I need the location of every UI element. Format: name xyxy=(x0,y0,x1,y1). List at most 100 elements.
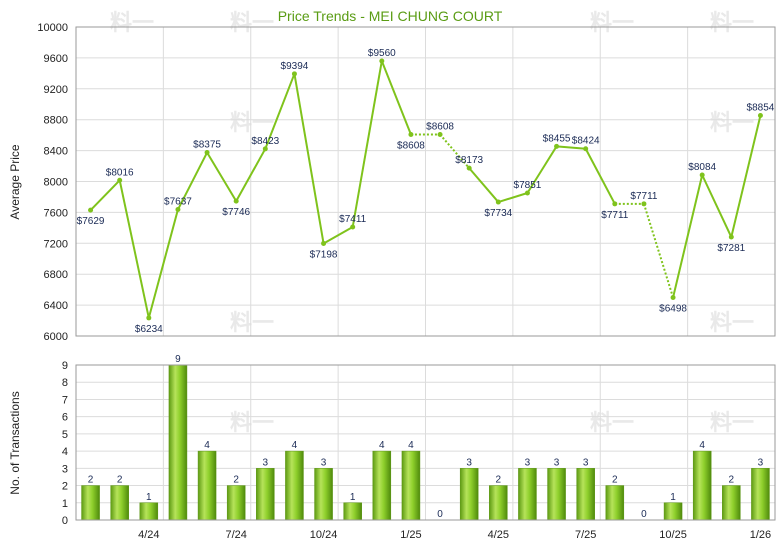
transaction-bar xyxy=(576,468,595,521)
bar-value-label: 2 xyxy=(117,475,123,486)
transaction-bar xyxy=(139,502,159,521)
transactions-tick-label: 5 xyxy=(62,429,68,441)
watermark: 料一 xyxy=(710,410,754,435)
bar-value-label: 0 xyxy=(641,509,647,520)
transaction-bar xyxy=(692,450,712,521)
price-value-label: $8424 xyxy=(572,136,600,147)
price-tick-label: 8400 xyxy=(44,146,68,158)
price-line-segment xyxy=(526,145,558,194)
bar-value-label: 4 xyxy=(292,440,298,451)
transactions-tick-label: 1 xyxy=(62,498,68,510)
transaction-bar xyxy=(226,485,246,521)
price-point xyxy=(175,207,181,213)
price-point xyxy=(699,172,705,178)
price-point xyxy=(554,143,560,149)
transactions-tick-label: 2 xyxy=(62,481,68,493)
transactions-grid: 0 1 2 3 4 5 6 7 8 9 4/24 7/24 10/24 1/25 4/25 7/25 10/25… xyxy=(62,360,776,541)
transaction-bar xyxy=(663,502,683,521)
transaction-bar xyxy=(314,468,333,521)
price-point xyxy=(437,132,443,138)
price-line-segment xyxy=(730,115,762,238)
x-tick-label: 1/26 xyxy=(750,529,771,541)
transactions-tick-label: 0 xyxy=(62,515,68,527)
price-tick-label: 6000 xyxy=(44,331,68,343)
price-line-segment xyxy=(323,226,354,245)
x-tick-label: 7/25 xyxy=(575,529,596,541)
watermark: 料一 xyxy=(230,10,274,35)
price-grid: 6000 6400 6800 7200 7600 8000 8400 8800 9200 9600… xyxy=(37,22,776,343)
price-line-segment xyxy=(556,145,586,150)
bar-value-label: 1 xyxy=(670,492,676,503)
transactions-tick-label: 9 xyxy=(62,360,68,372)
price-point xyxy=(495,199,501,205)
watermark: 料一 xyxy=(710,10,754,35)
bar-value-label: 2 xyxy=(88,475,94,486)
price-value-label: $8423 xyxy=(251,136,279,147)
transaction-bar xyxy=(489,485,508,521)
watermark: 料一 xyxy=(710,310,754,335)
price-tick-label: 9600 xyxy=(44,53,68,65)
price-value-label: $9560 xyxy=(368,48,396,59)
price-line-segment xyxy=(642,203,675,298)
price-line-segment xyxy=(584,148,616,205)
bar-value-label: 3 xyxy=(321,457,327,468)
price-value-label: $7711 xyxy=(630,191,658,202)
watermark: 料一 xyxy=(230,310,274,335)
price-value-label: $6234 xyxy=(135,324,163,335)
price-line-segment xyxy=(118,180,150,319)
price-value-label: $7711 xyxy=(601,210,629,221)
bar-value-label: 3 xyxy=(525,457,531,468)
price-tick-label: 8000 xyxy=(44,177,68,189)
price-value-label: $7746 xyxy=(222,207,250,218)
transactions-tick-label: 6 xyxy=(62,412,68,424)
watermark: 料一 xyxy=(710,110,754,135)
watermark: 料一 xyxy=(230,110,274,135)
bar-value-label: 2 xyxy=(612,475,618,486)
transaction-bar xyxy=(168,364,188,521)
transaction-bar xyxy=(751,468,770,521)
bar-value-label: 1 xyxy=(146,492,152,503)
transaction-bars xyxy=(81,364,770,521)
bar-value-label: 4 xyxy=(204,440,210,451)
transaction-bar xyxy=(459,468,479,521)
price-line-segment xyxy=(468,167,500,203)
transaction-bar xyxy=(256,468,275,521)
bar-value-label: 2 xyxy=(233,475,239,486)
price-value-label: $8608 xyxy=(426,122,454,133)
axes xyxy=(75,26,776,521)
bar-value-label: 1 xyxy=(350,492,356,503)
watermark: 料一 xyxy=(590,10,634,35)
price-line-segment xyxy=(498,192,528,204)
bar-value-label: 9 xyxy=(175,354,181,365)
price-line-segment xyxy=(264,73,296,150)
price-axis-title: Average Price xyxy=(8,144,22,219)
price-point xyxy=(233,198,239,204)
transaction-bar xyxy=(605,485,625,521)
x-tick-label: 7/24 xyxy=(225,529,246,541)
watermark: 料一 xyxy=(110,10,154,35)
transaction-bar xyxy=(518,468,537,521)
price-point xyxy=(728,234,734,240)
x-tick-label: 4/25 xyxy=(488,529,509,541)
price-value-label: $7637 xyxy=(164,197,192,208)
price-point xyxy=(466,165,472,171)
price-point xyxy=(262,146,268,152)
price-point xyxy=(612,201,618,207)
price-point xyxy=(379,58,385,64)
x-tick-label: 10/24 xyxy=(310,529,338,541)
price-value-label: $7411 xyxy=(339,214,367,225)
price-point xyxy=(88,207,94,213)
price-tick-label: 6400 xyxy=(44,300,68,312)
price-line-segment xyxy=(293,73,325,244)
transactions-tick-label: 4 xyxy=(62,446,68,458)
price-tick-label: 10000 xyxy=(37,22,68,34)
price-line-segment xyxy=(380,60,412,135)
price-point xyxy=(408,132,414,138)
price-value-label: $7281 xyxy=(717,243,745,254)
transaction-bar xyxy=(81,485,100,521)
price-value-label: $7629 xyxy=(77,216,105,227)
bar-value-label: 3 xyxy=(554,457,560,468)
price-line-segment xyxy=(672,174,704,298)
